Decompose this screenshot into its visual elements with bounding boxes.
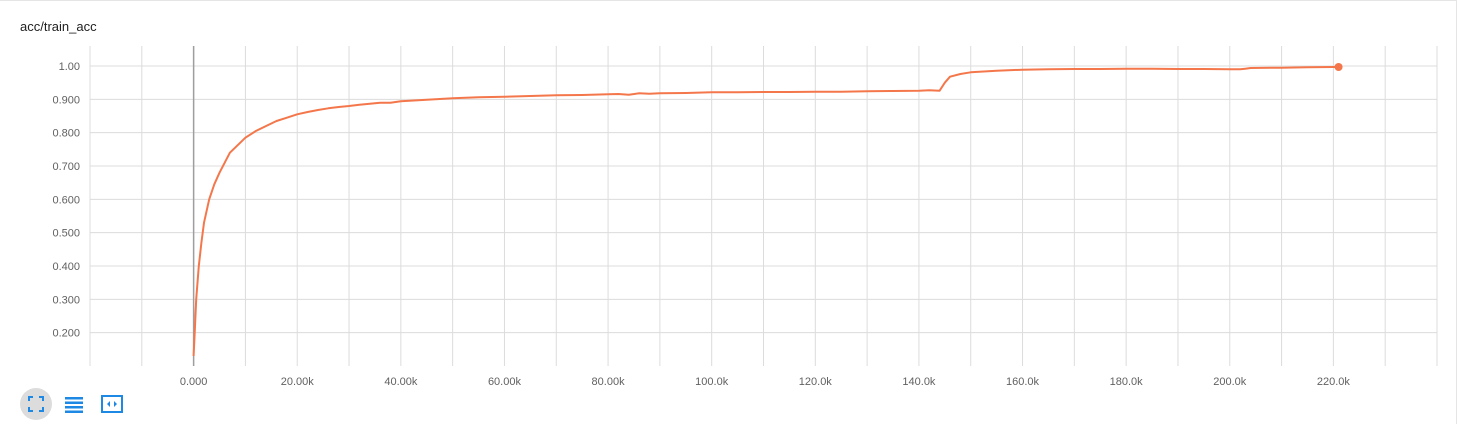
x-tick-label: 80.00k [592,376,626,386]
expand-icon [28,396,44,412]
x-tick-label: 0.000 [180,376,208,386]
x-tick-label: 180.0k [1110,376,1144,386]
y-tick-label: 0.500 [52,228,80,240]
x-tick-label: 200.0k [1213,376,1247,386]
x-tick-label: 60.00k [488,376,522,386]
y-tick-label: 0.800 [52,128,80,140]
x-tick-label: 220.0k [1317,376,1351,386]
x-tick-label: 20.00k [281,376,315,386]
log-scale-icon [65,397,83,413]
chart-title: acc/train_acc [20,19,97,34]
y-tick-label: 0.200 [52,328,80,340]
fit-domain-button[interactable] [96,388,128,420]
line-chart[interactable]: 0.200 0.300 0.400 0.500 0.600 0.700 0.800 0.900… [0,1,1457,386]
y-tick-label: 0.300 [52,294,80,306]
expand-button[interactable] [20,388,52,420]
x-tick-label: 160.0k [1006,376,1040,386]
series-end-point [1334,63,1343,71]
chart-toolbar [20,387,128,421]
log-scale-button[interactable] [58,388,90,420]
y-tick-label: 0.700 [52,161,80,173]
x-tick-label: 40.00k [384,376,418,386]
x-tick-label: 120.0k [799,376,833,386]
y-tick-label: 1.00 [59,61,80,73]
y-tick-label: 0.400 [52,261,80,273]
series-line [192,66,1339,357]
y-tick-label: 0.600 [52,194,80,206]
y-tick-label: 0.900 [52,94,80,106]
fit-domain-icon [101,395,123,413]
x-tick-label: 100.0k [695,376,729,386]
x-tick-label: 140.0k [902,376,936,386]
